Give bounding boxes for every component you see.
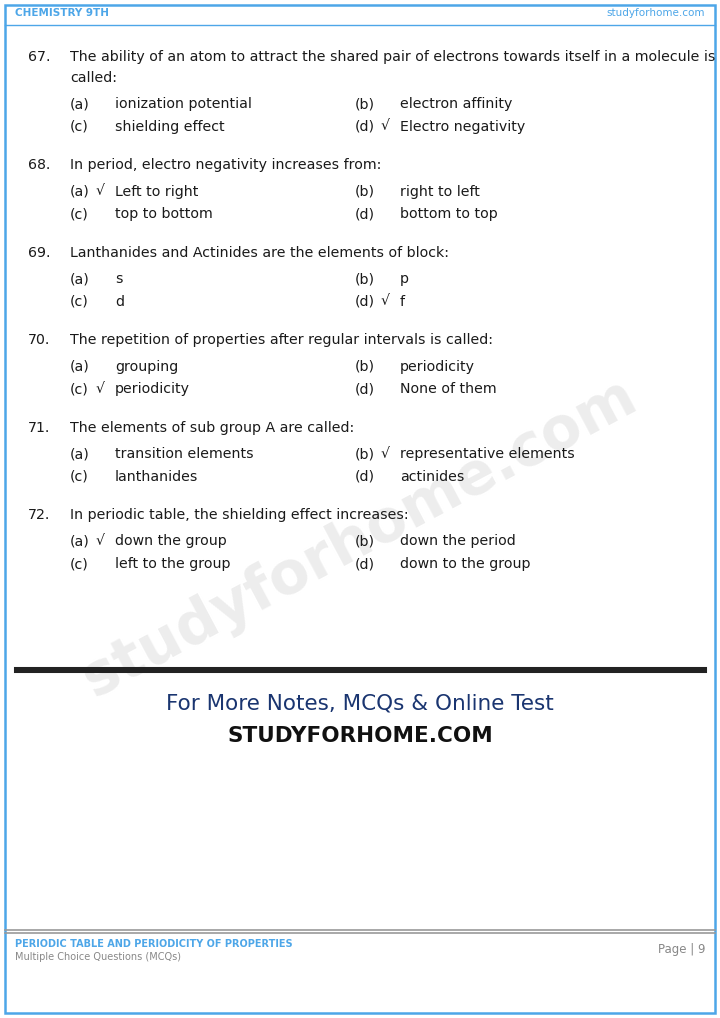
Text: left to the group: left to the group <box>115 557 230 571</box>
Text: (d): (d) <box>355 382 375 396</box>
Text: top to bottom: top to bottom <box>115 207 212 221</box>
Text: (c): (c) <box>70 207 89 221</box>
Text: down to the group: down to the group <box>400 557 531 571</box>
Text: 71.: 71. <box>28 420 50 435</box>
Text: √: √ <box>96 382 105 396</box>
Text: (a): (a) <box>70 359 90 374</box>
Text: The ability of an atom to attract the shared pair of electrons towards itself in: The ability of an atom to attract the sh… <box>70 50 716 64</box>
Text: (c): (c) <box>70 119 89 133</box>
Text: down the group: down the group <box>115 534 227 549</box>
Text: (a): (a) <box>70 534 90 549</box>
Text: CHEMISTRY 9TH: CHEMISTRY 9TH <box>15 8 109 18</box>
Text: In period, electro negativity increases from:: In period, electro negativity increases … <box>70 158 382 172</box>
Text: grouping: grouping <box>115 359 179 374</box>
Text: (b): (b) <box>355 447 375 461</box>
Text: (b): (b) <box>355 272 375 286</box>
Text: (d): (d) <box>355 557 375 571</box>
Text: (c): (c) <box>70 294 89 308</box>
Text: right to left: right to left <box>400 184 480 199</box>
Text: bottom to top: bottom to top <box>400 207 498 221</box>
Text: (d): (d) <box>355 119 375 133</box>
Text: (c): (c) <box>70 557 89 571</box>
Text: (a): (a) <box>70 272 90 286</box>
Text: (b): (b) <box>355 534 375 549</box>
Text: (a): (a) <box>70 447 90 461</box>
Text: Lanthanides and Actinides are the elements of block:: Lanthanides and Actinides are the elemen… <box>70 245 449 260</box>
Text: (c): (c) <box>70 382 89 396</box>
Text: Electro negativity: Electro negativity <box>400 119 526 133</box>
Text: (b): (b) <box>355 97 375 111</box>
Text: (d): (d) <box>355 207 375 221</box>
Text: shielding effect: shielding effect <box>115 119 225 133</box>
Text: f: f <box>400 294 405 308</box>
Text: (b): (b) <box>355 184 375 199</box>
Text: (a): (a) <box>70 184 90 199</box>
Text: In periodic table, the shielding effect increases:: In periodic table, the shielding effect … <box>70 508 409 522</box>
Text: ionization potential: ionization potential <box>115 97 252 111</box>
Text: s: s <box>115 272 122 286</box>
Text: (a): (a) <box>70 97 90 111</box>
Text: PERIODIC TABLE AND PERIODICITY OF PROPERTIES: PERIODIC TABLE AND PERIODICITY OF PROPER… <box>15 939 292 949</box>
Text: lanthanides: lanthanides <box>115 469 199 484</box>
Text: p: p <box>400 272 409 286</box>
Text: 72.: 72. <box>28 508 50 522</box>
Text: periodicity: periodicity <box>400 359 475 374</box>
Text: actinides: actinides <box>400 469 464 484</box>
Text: representative elements: representative elements <box>400 447 575 461</box>
Text: Multiple Choice Questions (MCQs): Multiple Choice Questions (MCQs) <box>15 952 181 962</box>
Text: (d): (d) <box>355 469 375 484</box>
Text: transition elements: transition elements <box>115 447 253 461</box>
Text: 67.: 67. <box>28 50 50 64</box>
Text: (c): (c) <box>70 469 89 484</box>
Text: called:: called: <box>70 70 117 84</box>
Text: √: √ <box>381 119 390 133</box>
Text: Page | 9: Page | 9 <box>657 944 705 957</box>
Text: (d): (d) <box>355 294 375 308</box>
Text: periodicity: periodicity <box>115 382 190 396</box>
Text: The elements of sub group A are called:: The elements of sub group A are called: <box>70 420 354 435</box>
Text: √: √ <box>96 184 105 199</box>
Text: 70.: 70. <box>28 333 50 347</box>
Text: STUDYFORHOME.COM: STUDYFORHOME.COM <box>227 726 493 746</box>
Text: down the period: down the period <box>400 534 516 549</box>
Text: electron affinity: electron affinity <box>400 97 513 111</box>
Text: studyforhome.com: studyforhome.com <box>606 8 705 18</box>
Text: 68.: 68. <box>28 158 50 172</box>
Text: (b): (b) <box>355 359 375 374</box>
Text: d: d <box>115 294 124 308</box>
Text: Left to right: Left to right <box>115 184 199 199</box>
Text: The repetition of properties after regular intervals is called:: The repetition of properties after regul… <box>70 333 493 347</box>
Text: 69.: 69. <box>28 245 50 260</box>
Text: √: √ <box>381 447 390 461</box>
Text: √: √ <box>96 534 105 549</box>
Text: None of them: None of them <box>400 382 497 396</box>
Text: studyforhome.com: studyforhome.com <box>73 367 647 709</box>
Text: √: √ <box>381 294 390 308</box>
Text: For More Notes, MCQs & Online Test: For More Notes, MCQs & Online Test <box>166 693 554 713</box>
